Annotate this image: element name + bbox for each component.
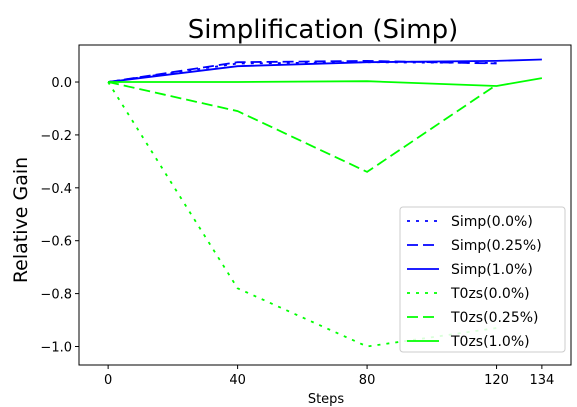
series-line-0 xyxy=(107,61,497,83)
legend: Simp(0.0%) Simp(0.25%) Simp(1.0%) T0zs(0.0%… xyxy=(399,206,566,353)
axes: 0 40 80 120 134 0.0 −0.2 −0.4 −0.6 −0.8 −1.0 xyxy=(40,44,572,388)
legend-label-1: Simp(0.25%) xyxy=(451,238,542,254)
legend-label-2: Simp(1.0%) xyxy=(451,262,533,278)
legend-label-4: T0zs(0.25%) xyxy=(450,310,539,326)
x-tick-label-0: 0 xyxy=(104,373,112,388)
y-tick-label-1: −0.2 xyxy=(40,129,72,144)
x-tick-label-1: 40 xyxy=(229,373,246,388)
x-tick-label-2: 80 xyxy=(359,373,376,388)
legend-label-3: T0zs(0.0%) xyxy=(450,286,530,302)
x-axis-label: Steps xyxy=(308,392,345,407)
y-axis-label: Relative Gain xyxy=(10,157,32,283)
series-line-5 xyxy=(108,77,543,87)
plot-area xyxy=(107,58,543,348)
y-tick-label-2: −0.4 xyxy=(40,182,72,197)
x-tick-label-3: 120 xyxy=(484,373,509,388)
chart-title: Simplification (Simp) xyxy=(188,15,459,45)
series-line-4 xyxy=(107,81,498,173)
y-tick-label-4: −0.8 xyxy=(40,288,72,303)
series-line-2 xyxy=(107,58,542,83)
x-tick-label-4: 134 xyxy=(529,373,554,388)
y-tick-label-5: −1.0 xyxy=(40,340,72,355)
legend-label-5: T0zs(1.0%) xyxy=(450,334,530,350)
y-tick-label-3: −0.6 xyxy=(40,235,72,250)
y-tick-label-0: 0.0 xyxy=(51,76,72,91)
plot-frame xyxy=(78,44,572,366)
legend-box xyxy=(399,206,566,353)
legend-label-0: Simp(0.0%) xyxy=(451,214,533,230)
